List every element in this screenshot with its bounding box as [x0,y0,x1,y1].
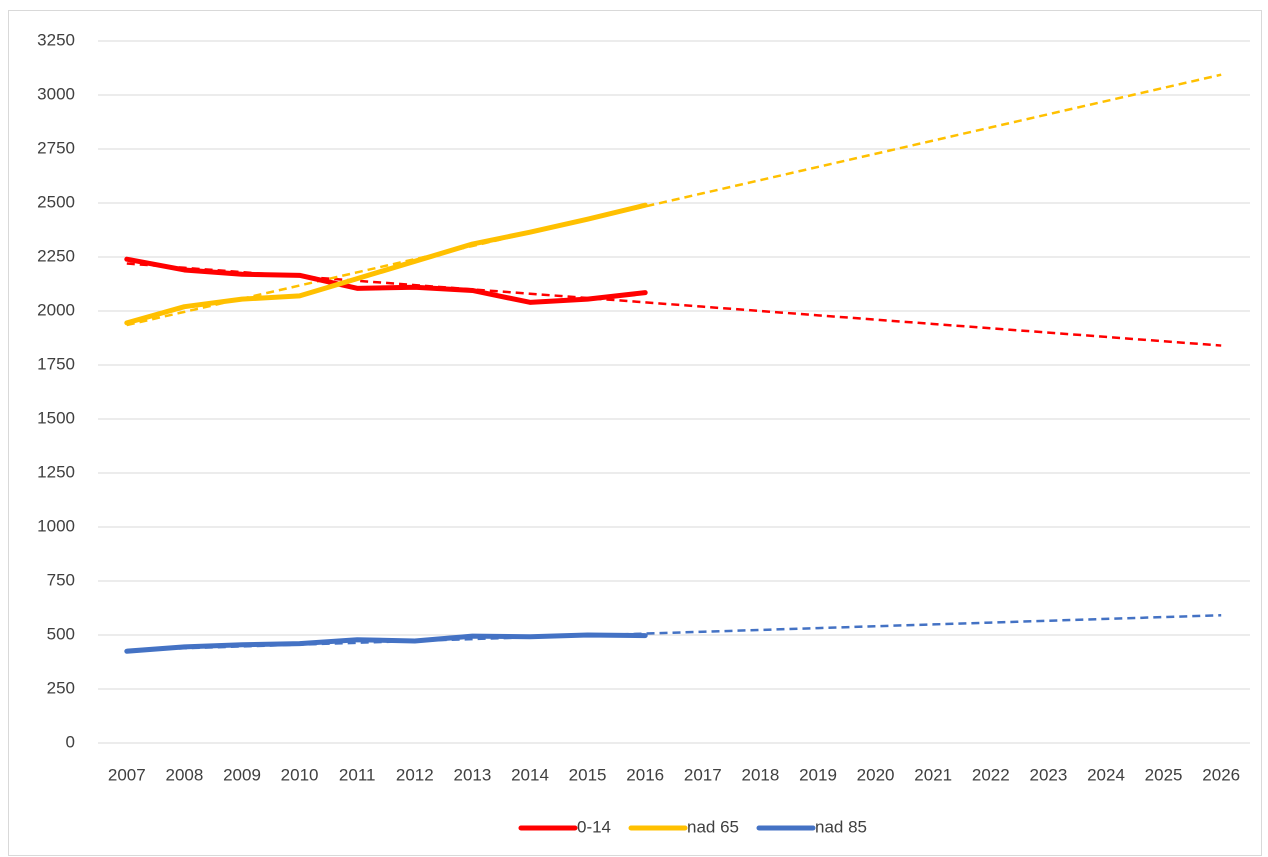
x-tick-label: 2012 [396,765,434,784]
x-tick-label: 2021 [914,765,952,784]
legend-label: nad 65 [687,817,739,836]
y-tick-label: 3000 [37,84,75,103]
series-line [124,256,648,305]
trend-line [126,73,1222,327]
legend-label: 0-14 [577,817,611,836]
x-tick-label: 2008 [165,765,203,784]
x-tick-label: 2019 [799,765,837,784]
y-tick-label: 1750 [37,354,75,373]
y-tick-label: 2500 [37,192,75,211]
y-tick-label: 250 [47,678,75,697]
legend-label: nad 85 [815,817,867,836]
x-tick-label: 2017 [684,765,722,784]
x-tick-label: 2022 [972,765,1010,784]
series-line [124,202,648,326]
x-tick-label: 2009 [223,765,261,784]
y-tick-label: 3250 [37,30,75,49]
chart-frame [8,10,1262,856]
y-tick-label: 1250 [37,462,75,481]
legend-item: nad 65 [628,817,739,836]
x-tick-label: 2016 [626,765,664,784]
y-tick-label: 500 [47,624,75,643]
x-tick-label: 2024 [1087,765,1125,784]
legend-item: nad 85 [756,817,867,836]
y-tick-label: 2750 [37,138,75,157]
x-tick-label: 2026 [1202,765,1240,784]
y-tick-label: 0 [66,732,75,751]
y-tick-label: 2250 [37,246,75,265]
x-tick-label: 2025 [1145,765,1183,784]
x-tick-label: 2018 [741,765,779,784]
series-line [124,632,648,654]
x-tick-label: 2011 [339,765,376,784]
x-tick-label: 2013 [453,765,491,784]
x-tick-label: 2007 [108,765,146,784]
y-tick-label: 2000 [37,300,75,319]
y-tick-label: 1500 [37,408,75,427]
y-tick-label: 750 [47,570,75,589]
x-tick-label: 2020 [857,765,895,784]
legend-item: 0-14 [518,817,611,836]
x-tick-label: 2014 [511,765,549,784]
x-tick-label: 2010 [281,765,319,784]
x-tick-label: 2023 [1029,765,1067,784]
x-tick-label: 2015 [569,765,607,784]
y-tick-label: 1000 [37,516,75,535]
